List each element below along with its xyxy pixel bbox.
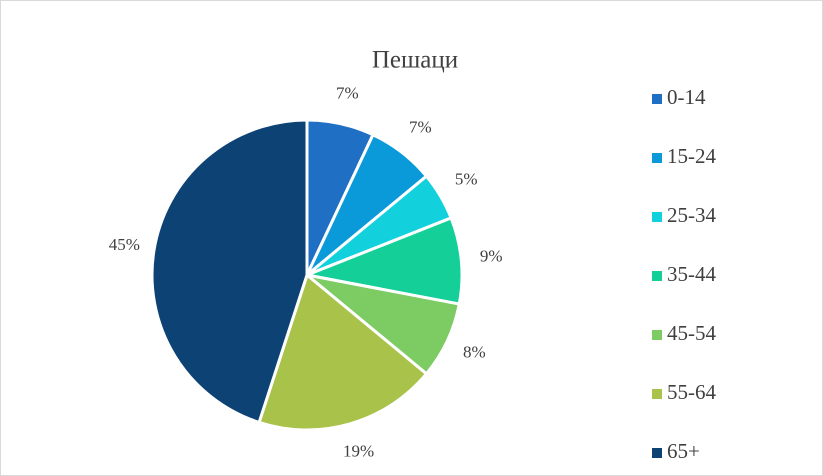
data-label: 19% [343, 442, 374, 461]
data-label: 9% [480, 246, 503, 265]
legend-label: 35-44 [667, 262, 716, 286]
legend-label: 45-54 [667, 321, 716, 345]
legend-swatch [652, 153, 662, 163]
data-label: 8% [463, 343, 486, 362]
legend-swatch [652, 212, 662, 222]
data-label: 7% [336, 83, 359, 102]
pie-slice [150, 118, 309, 425]
legend-swatch [652, 94, 662, 104]
chart-title: Пешаци [372, 47, 458, 74]
legend-label: 65+ [667, 439, 700, 463]
pie-slice [257, 272, 429, 432]
pie-slice [301, 215, 464, 306]
legend-swatch [652, 330, 662, 340]
data-label: 5% [455, 170, 478, 189]
legend-label: 0-14 [667, 85, 706, 109]
legend-label: 15-24 [667, 144, 716, 168]
data-label: 45% [109, 235, 140, 254]
legend-swatch [652, 389, 662, 399]
legend-label: 25-34 [667, 203, 716, 227]
legend-swatch [652, 271, 662, 281]
legend-swatch [652, 448, 662, 458]
data-label: 7% [409, 118, 432, 137]
legend-label: 55-64 [667, 380, 716, 404]
